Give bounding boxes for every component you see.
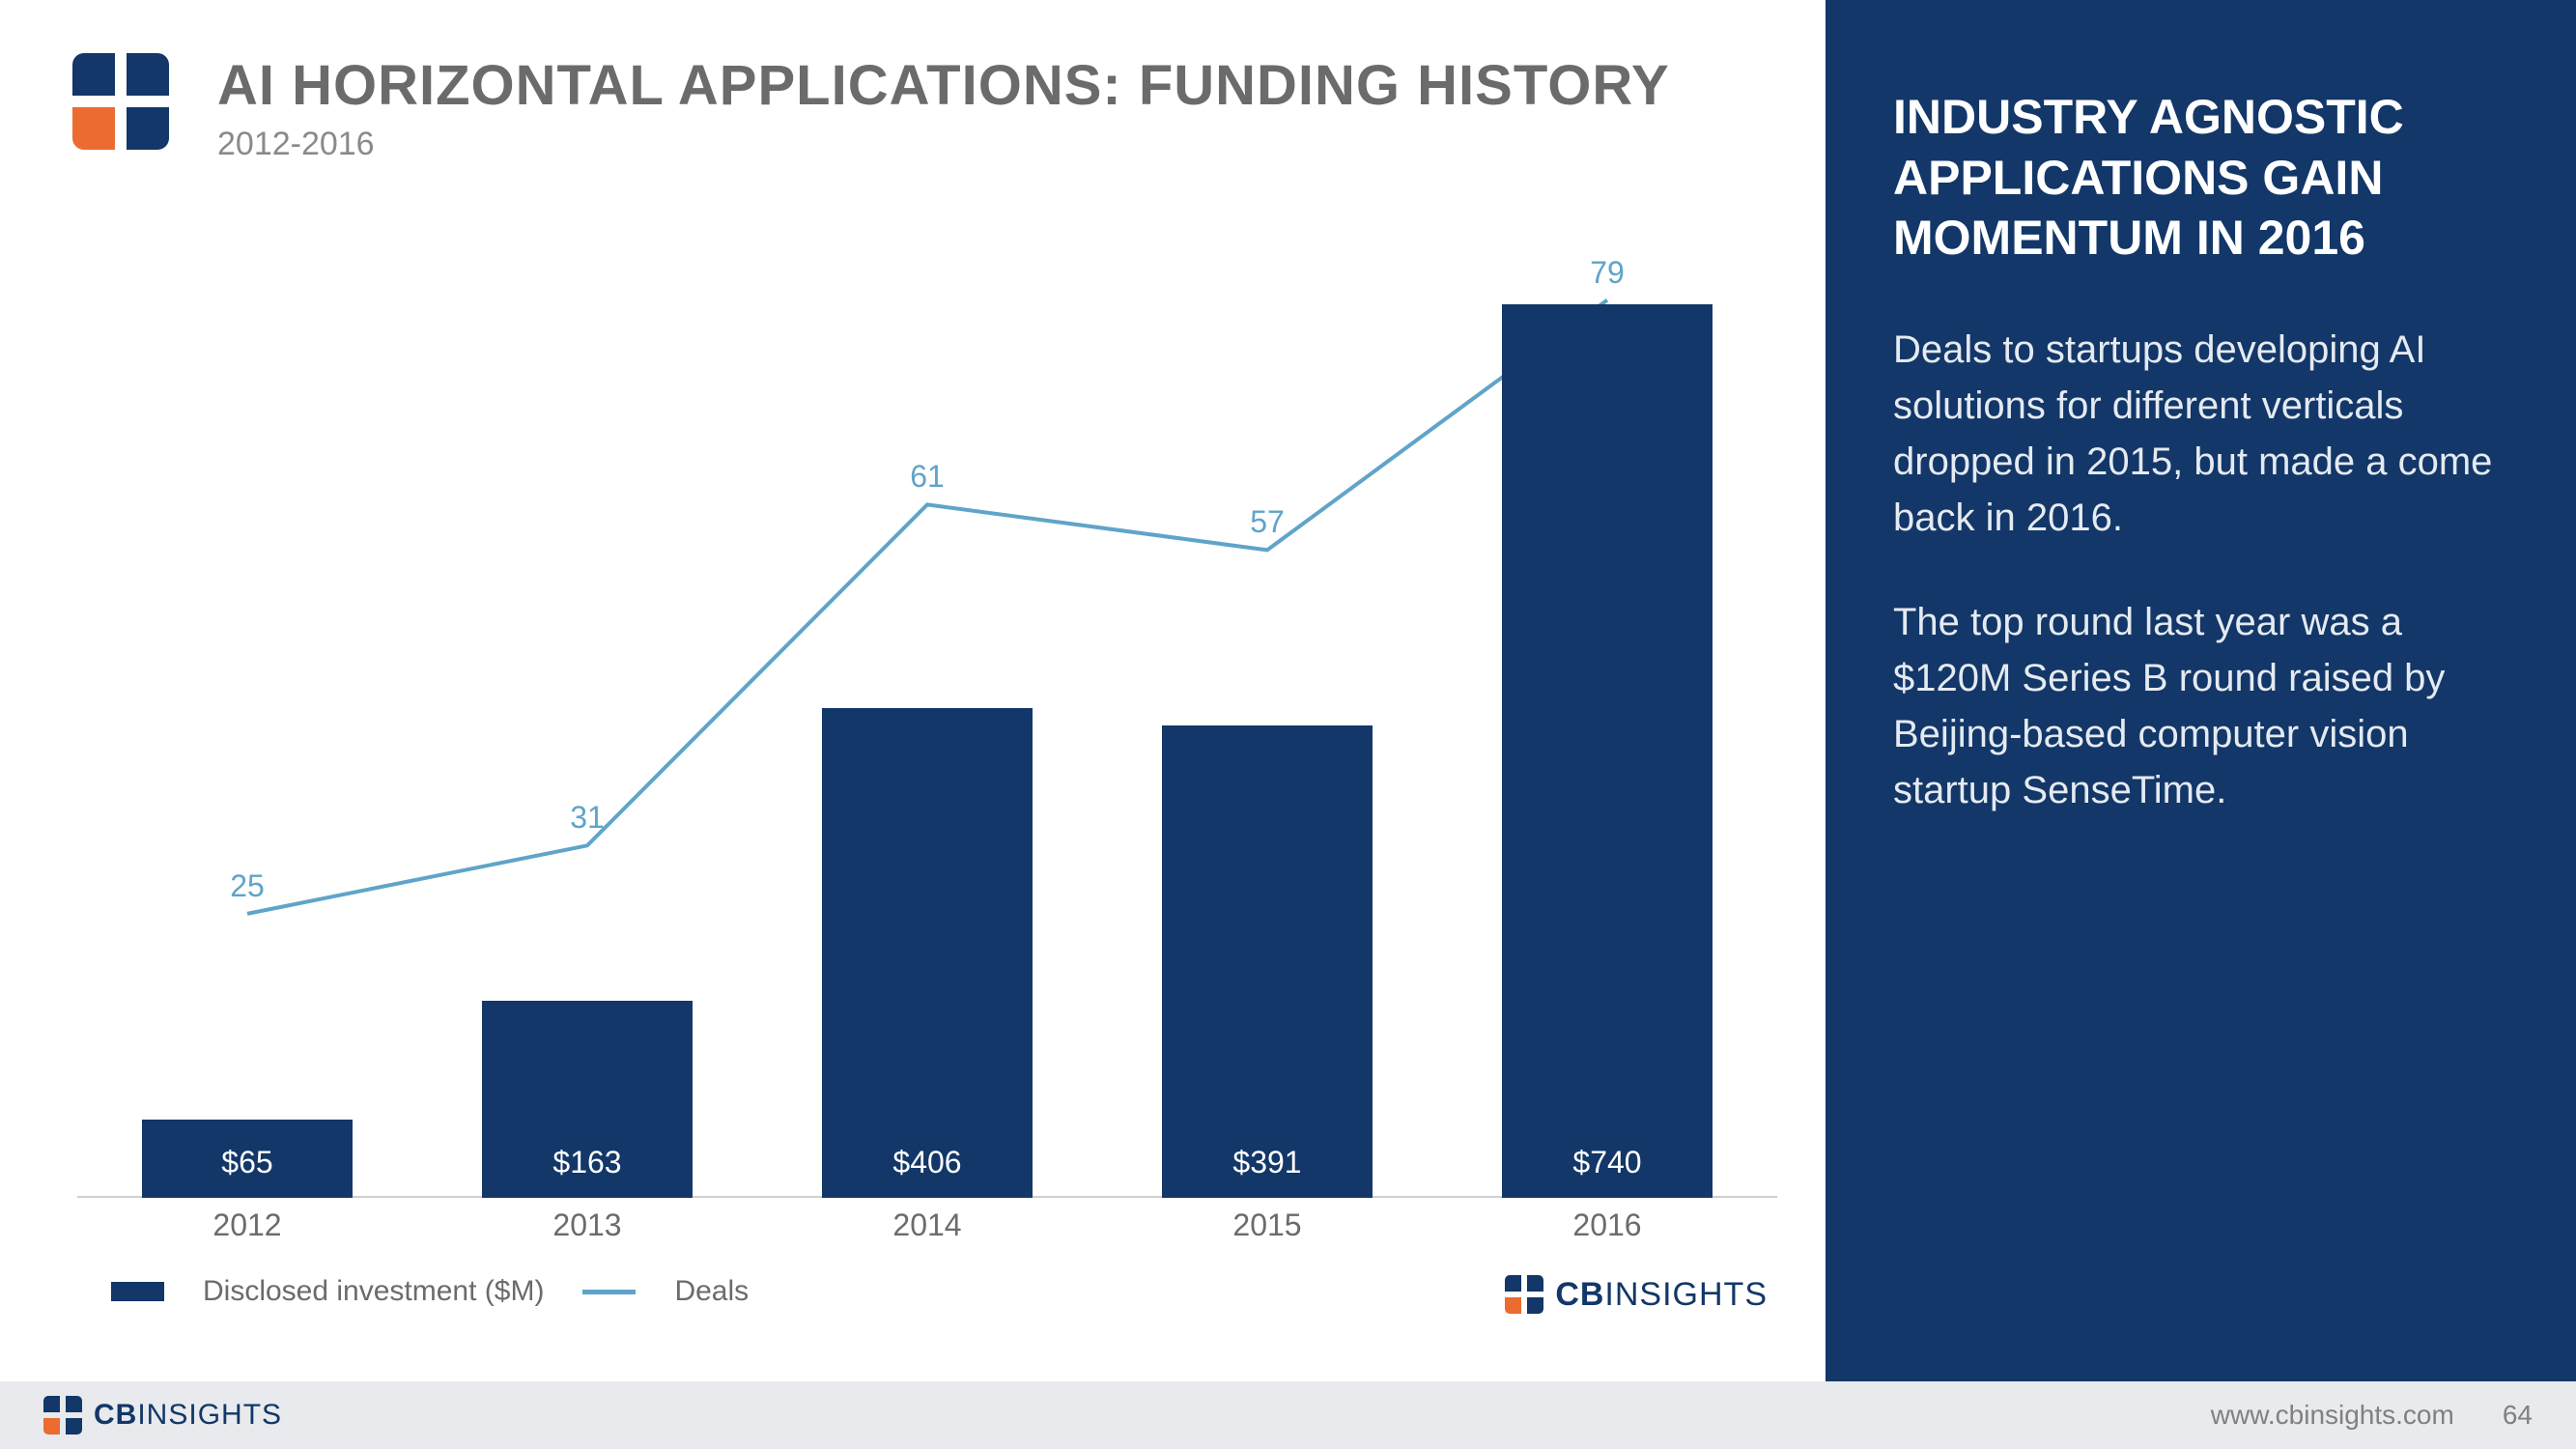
bar: $65 [142, 1120, 353, 1198]
line-value-label: 57 [1250, 504, 1285, 540]
footer-url: www.cbinsights.com [2211, 1400, 2454, 1431]
bar: $163 [482, 1001, 693, 1198]
bar-value-label: $65 [142, 1145, 353, 1180]
page-title: AI HORIZONTAL APPLICATIONS: FUNDING HIST… [217, 53, 1670, 118]
x-axis-label: 2014 [892, 1208, 961, 1243]
sidebar-heading: INDUSTRY AGNOSTIC APPLICATIONS GAIN MOME… [1893, 87, 2508, 269]
sidebar-paragraph: Deals to startups developing AI solution… [1893, 322, 2508, 546]
x-axis-label: 2016 [1572, 1208, 1641, 1243]
page-subtitle: 2012-2016 [217, 126, 1670, 163]
line-value-label: 61 [910, 459, 945, 495]
line-value-label: 25 [230, 868, 265, 904]
sidebar: INDUSTRY AGNOSTIC APPLICATIONS GAIN MOME… [1826, 0, 2576, 1381]
bar-value-label: $163 [482, 1145, 693, 1180]
x-axis-label: 2013 [552, 1208, 621, 1243]
bar-value-label: $406 [822, 1145, 1033, 1180]
header: AI HORIZONTAL APPLICATIONS: FUNDING HIST… [0, 0, 1826, 163]
main-panel: AI HORIZONTAL APPLICATIONS: FUNDING HIST… [0, 0, 1826, 1381]
bar: $406 [822, 708, 1033, 1199]
legend-label-line: Deals [674, 1275, 749, 1308]
legend-swatch-line [582, 1290, 636, 1294]
bar: $391 [1162, 725, 1373, 1198]
cbinsights-mini-logo-icon [43, 1396, 82, 1435]
cbinsights-logo-icon [72, 53, 169, 150]
bar-value-label: $391 [1162, 1145, 1373, 1180]
funding-chart: $65 25 $163 31 $406 61 $391 57 $740 79 [77, 232, 1777, 1198]
footer-right: www.cbinsights.com 64 [2211, 1400, 2533, 1431]
legend-swatch-bar [111, 1282, 164, 1301]
footer-brand: CBINSIGHTS [43, 1396, 282, 1435]
sidebar-paragraph: The top round last year was a $120M Seri… [1893, 594, 2508, 818]
chart-legend: Disclosed investment ($M) Deals [111, 1275, 749, 1308]
title-block: AI HORIZONTAL APPLICATIONS: FUNDING HIST… [217, 53, 1670, 163]
brand-text: CBINSIGHTS [1555, 1276, 1768, 1314]
brand-text: CBINSIGHTS [94, 1399, 282, 1432]
cbinsights-mini-logo-icon [1505, 1275, 1543, 1314]
footer: CBINSIGHTS www.cbinsights.com 64 [0, 1381, 2576, 1449]
x-axis-labels: 2012 2013 2014 2015 2016 [77, 1208, 1777, 1256]
legend-label-bar: Disclosed investment ($M) [203, 1275, 544, 1308]
bar: $740 [1502, 304, 1713, 1198]
page-number: 64 [2503, 1400, 2533, 1431]
x-axis-label: 2015 [1232, 1208, 1301, 1243]
x-axis-label: 2012 [212, 1208, 281, 1243]
line-value-label: 79 [1590, 255, 1625, 291]
chart-brand: CBINSIGHTS [1505, 1275, 1768, 1314]
line-value-label: 31 [570, 800, 605, 836]
bar-value-label: $740 [1502, 1145, 1713, 1180]
